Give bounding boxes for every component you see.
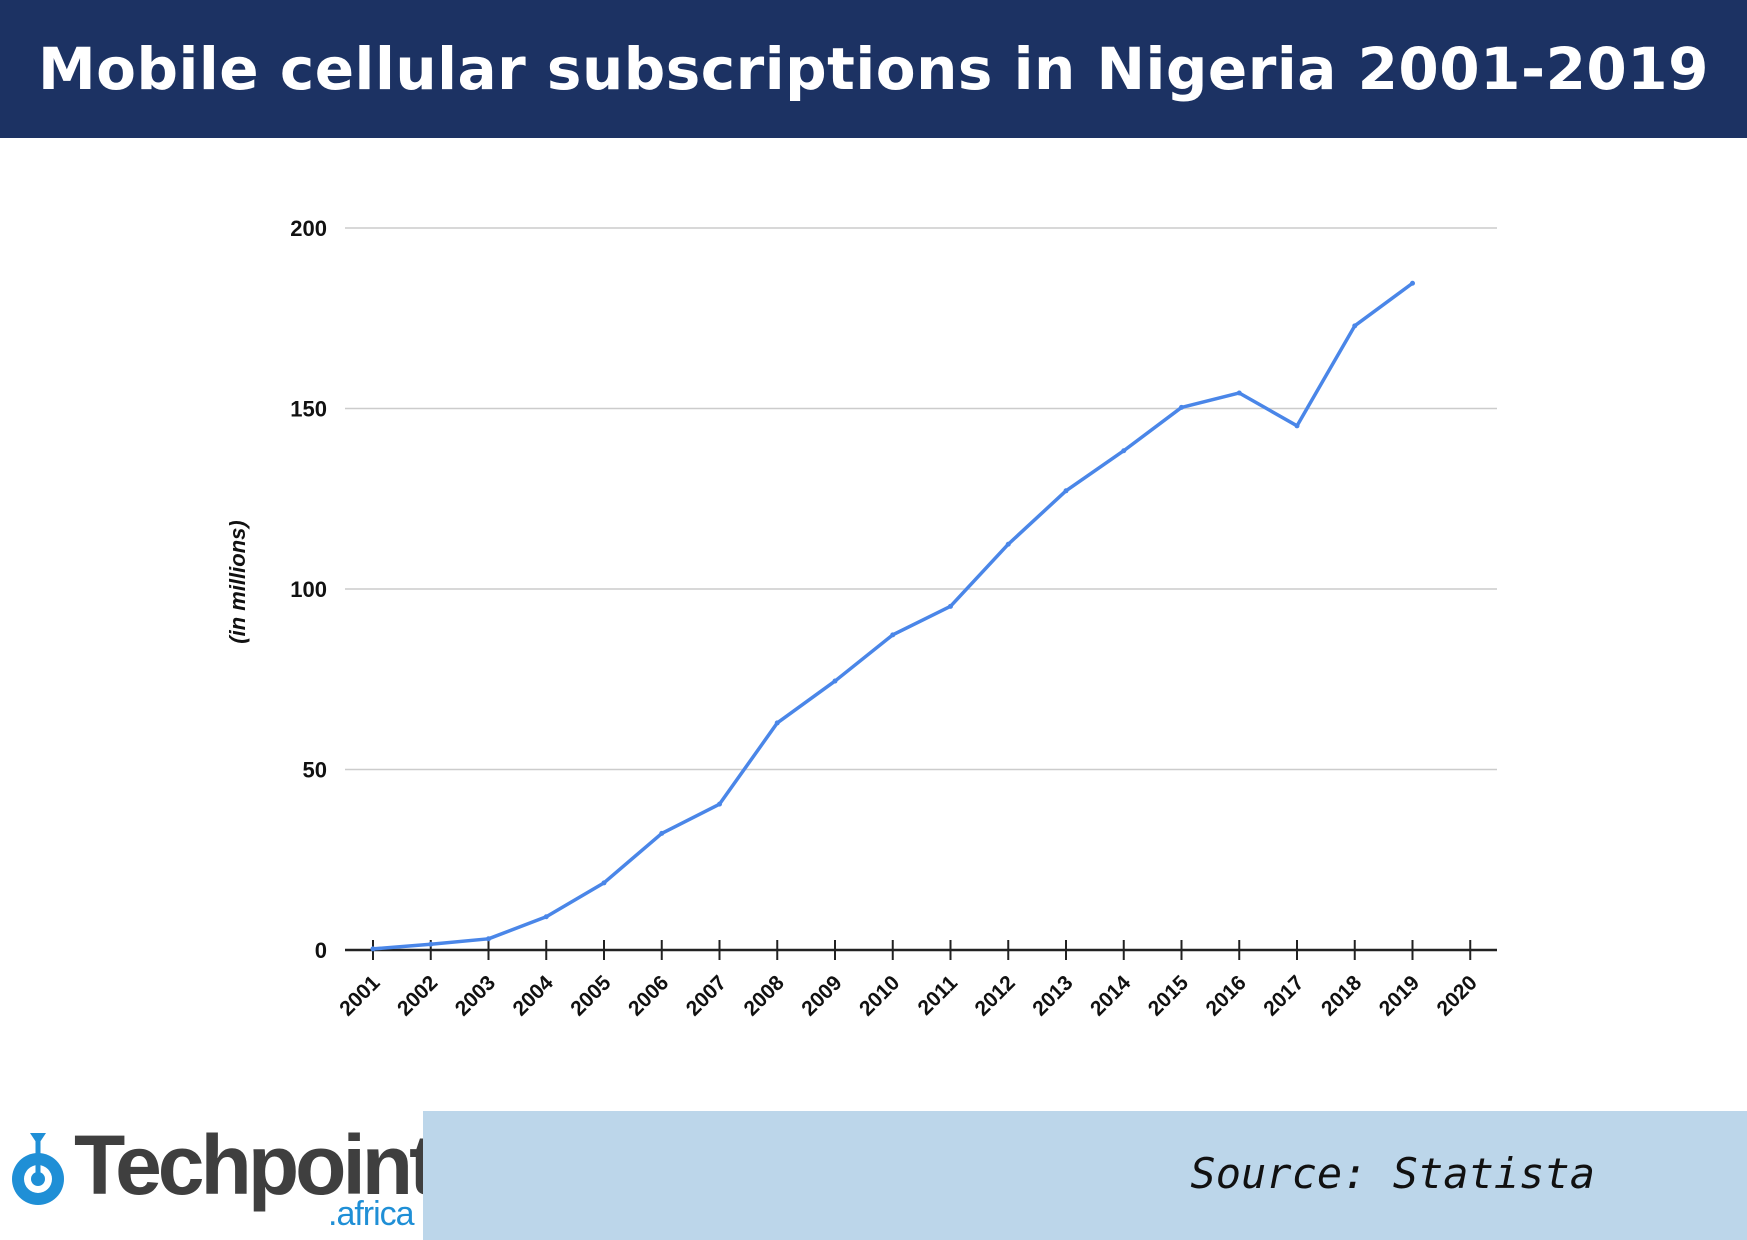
y-tick-label: 0 bbox=[315, 938, 327, 963]
header-banner: Mobile cellular subscriptions in Nigeria… bbox=[0, 0, 1747, 138]
data-point bbox=[1121, 448, 1127, 454]
x-tick-label: 2015 bbox=[1144, 971, 1194, 1021]
x-axis bbox=[345, 940, 1497, 960]
data-point bbox=[948, 603, 953, 609]
x-tick-label: 2007 bbox=[682, 971, 731, 1020]
source-text: Source: Statista bbox=[1190, 1149, 1595, 1198]
x-tick-label: 2011 bbox=[914, 971, 963, 1020]
target-icon bbox=[12, 1133, 64, 1205]
gridlines bbox=[345, 227, 1497, 771]
y-axis-label: (in millions) bbox=[225, 520, 250, 643]
data-point bbox=[601, 880, 607, 886]
x-tick-label: 2016 bbox=[1201, 971, 1250, 1020]
data-point bbox=[428, 941, 434, 947]
x-tick-label: 2018 bbox=[1317, 971, 1367, 1021]
y-tick-label: 150 bbox=[290, 397, 327, 422]
x-tick-labels: 2001 2002 2003 2004 2005 2006 2007 2008 2009 2010… bbox=[335, 971, 1482, 1021]
data-point bbox=[1005, 541, 1011, 547]
chart-title: Mobile cellular subscriptions in Nigeria… bbox=[37, 35, 1710, 103]
data-point bbox=[1294, 423, 1300, 429]
y-tick-label: 100 bbox=[290, 577, 327, 602]
x-tick-label: 2002 bbox=[393, 971, 442, 1020]
data-point bbox=[543, 914, 549, 920]
x-tick-label: 2003 bbox=[451, 971, 500, 1020]
x-tick-label: 2020 bbox=[1432, 971, 1481, 1020]
data-point bbox=[659, 830, 665, 836]
data-point bbox=[774, 720, 780, 726]
logo-wordmark: Techpoint bbox=[74, 1118, 437, 1212]
x-tick-label: 2012 bbox=[970, 971, 1019, 1020]
data-point bbox=[717, 801, 722, 807]
x-tick-label: 2019 bbox=[1375, 971, 1424, 1020]
x-tick-label: 2005 bbox=[566, 971, 616, 1021]
data-point bbox=[1236, 390, 1242, 396]
data-point bbox=[1179, 404, 1184, 410]
data-point bbox=[1352, 323, 1358, 329]
x-tick-label: 2017 bbox=[1259, 971, 1308, 1020]
data-point bbox=[486, 936, 491, 942]
series-group bbox=[370, 280, 1415, 952]
series-line bbox=[372, 281, 1414, 951]
data-point bbox=[832, 678, 838, 684]
data-point bbox=[370, 946, 376, 952]
x-tick-label: 2008 bbox=[739, 971, 789, 1021]
source-bar: Source: Statista bbox=[423, 1111, 1747, 1240]
techpoint-logo: Techpoint .africa bbox=[0, 1111, 437, 1240]
y-tick-label: 200 bbox=[290, 216, 327, 241]
data-point bbox=[1063, 488, 1069, 494]
y-tick-label: 50 bbox=[303, 758, 327, 783]
y-tick-labels: 0 50 100 150 200 bbox=[290, 216, 327, 963]
x-tick-label: 2006 bbox=[624, 971, 673, 1020]
x-tick-label: 2001 bbox=[335, 971, 385, 1021]
data-point bbox=[1410, 280, 1415, 286]
x-tick-label: 2009 bbox=[797, 971, 846, 1020]
data-point bbox=[890, 632, 896, 638]
x-tick-label: 2014 bbox=[1086, 971, 1136, 1021]
x-tick-label: 2010 bbox=[855, 971, 904, 1020]
x-tick-label: 2013 bbox=[1028, 971, 1077, 1020]
logo-suffix: .africa bbox=[328, 1195, 415, 1233]
x-tick-label: 2004 bbox=[508, 971, 558, 1021]
